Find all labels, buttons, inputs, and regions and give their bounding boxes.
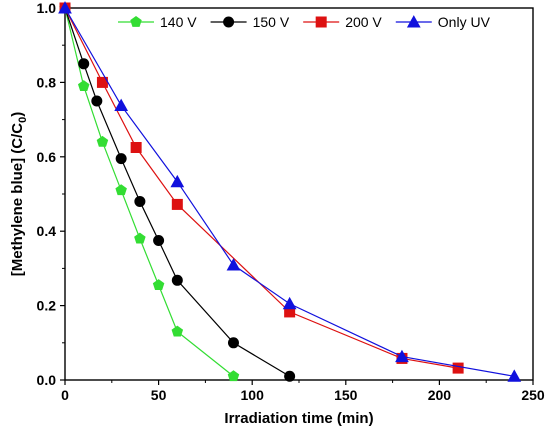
legend-marker xyxy=(406,15,421,28)
data-point xyxy=(153,235,165,246)
x-tick-label: 0 xyxy=(61,387,69,403)
series-4 xyxy=(58,1,522,382)
y-tick-label: 0.0 xyxy=(37,372,57,388)
legend-label: 140 V xyxy=(160,14,197,30)
legend: 140 V 150 V 200 V Only UV xyxy=(118,14,491,30)
data-point xyxy=(96,135,109,147)
y-tick-label: 0.6 xyxy=(37,149,57,165)
data-point xyxy=(78,58,90,70)
x-tick-label: 100 xyxy=(241,387,265,403)
y-axis-title-subscript: 0 xyxy=(17,117,29,123)
legend-label: 150 V xyxy=(253,14,290,30)
data-point xyxy=(171,274,183,286)
data-point xyxy=(130,142,142,153)
legend-marker xyxy=(130,15,142,27)
data-point xyxy=(284,306,296,318)
legend-marker xyxy=(315,16,327,28)
y-axis-ticks: 0.0 0.2 0.4 0.6 0.8 1.0 xyxy=(37,0,65,388)
data-point xyxy=(77,80,90,92)
data-point xyxy=(115,184,127,196)
y-axis-title: [Methylene blue] (C/C0) xyxy=(9,112,29,276)
x-tick-label: 250 xyxy=(521,387,545,403)
data-point xyxy=(452,362,464,374)
series-line xyxy=(64,7,290,377)
data-point xyxy=(114,98,129,111)
y-tick-label: 1.0 xyxy=(37,0,57,16)
legend-item: 140 V xyxy=(118,14,197,30)
x-tick-label: 200 xyxy=(428,387,452,403)
legend-label: 200 V xyxy=(345,14,382,30)
legend-item: 150 V xyxy=(210,14,290,30)
data-point xyxy=(282,296,297,310)
data-point xyxy=(134,232,146,244)
data-point xyxy=(284,370,296,382)
data-point xyxy=(134,195,146,207)
y-tick-label: 0.4 xyxy=(37,223,57,239)
data-point xyxy=(91,95,103,107)
legend-item: Only UV xyxy=(395,14,491,30)
legend-marker xyxy=(223,16,235,28)
data-point xyxy=(152,279,165,291)
x-axis-ticks: 0 50 100 150 200 250 xyxy=(61,380,545,403)
data-point xyxy=(58,1,72,14)
plot-frame xyxy=(64,7,534,381)
y-axis-title-main: [Methylene blue] (C/C xyxy=(9,123,26,277)
series-1 xyxy=(59,1,240,382)
data-point xyxy=(507,369,522,382)
y-tick-label: 0.2 xyxy=(37,298,57,314)
x-axis-title: Irradiation time (min) xyxy=(224,410,373,427)
y-tick-label: 0.8 xyxy=(37,74,57,90)
legend-item: 200 V xyxy=(303,14,382,30)
data-point xyxy=(115,153,127,165)
series-layer xyxy=(58,1,522,382)
series-line xyxy=(64,7,515,377)
x-tick-label: 50 xyxy=(151,387,167,403)
data-point xyxy=(226,258,241,271)
legend-label: Only UV xyxy=(438,14,491,30)
x-tick-label: 150 xyxy=(334,387,358,403)
data-point xyxy=(171,325,184,337)
data-point xyxy=(227,370,240,382)
data-point xyxy=(171,198,183,210)
series-line xyxy=(64,7,234,377)
data-point xyxy=(96,76,108,88)
data-point xyxy=(170,174,185,188)
data-point xyxy=(227,337,239,349)
data-point xyxy=(395,349,409,363)
axes xyxy=(64,7,534,381)
y-axis-title-close: ) xyxy=(9,112,26,117)
